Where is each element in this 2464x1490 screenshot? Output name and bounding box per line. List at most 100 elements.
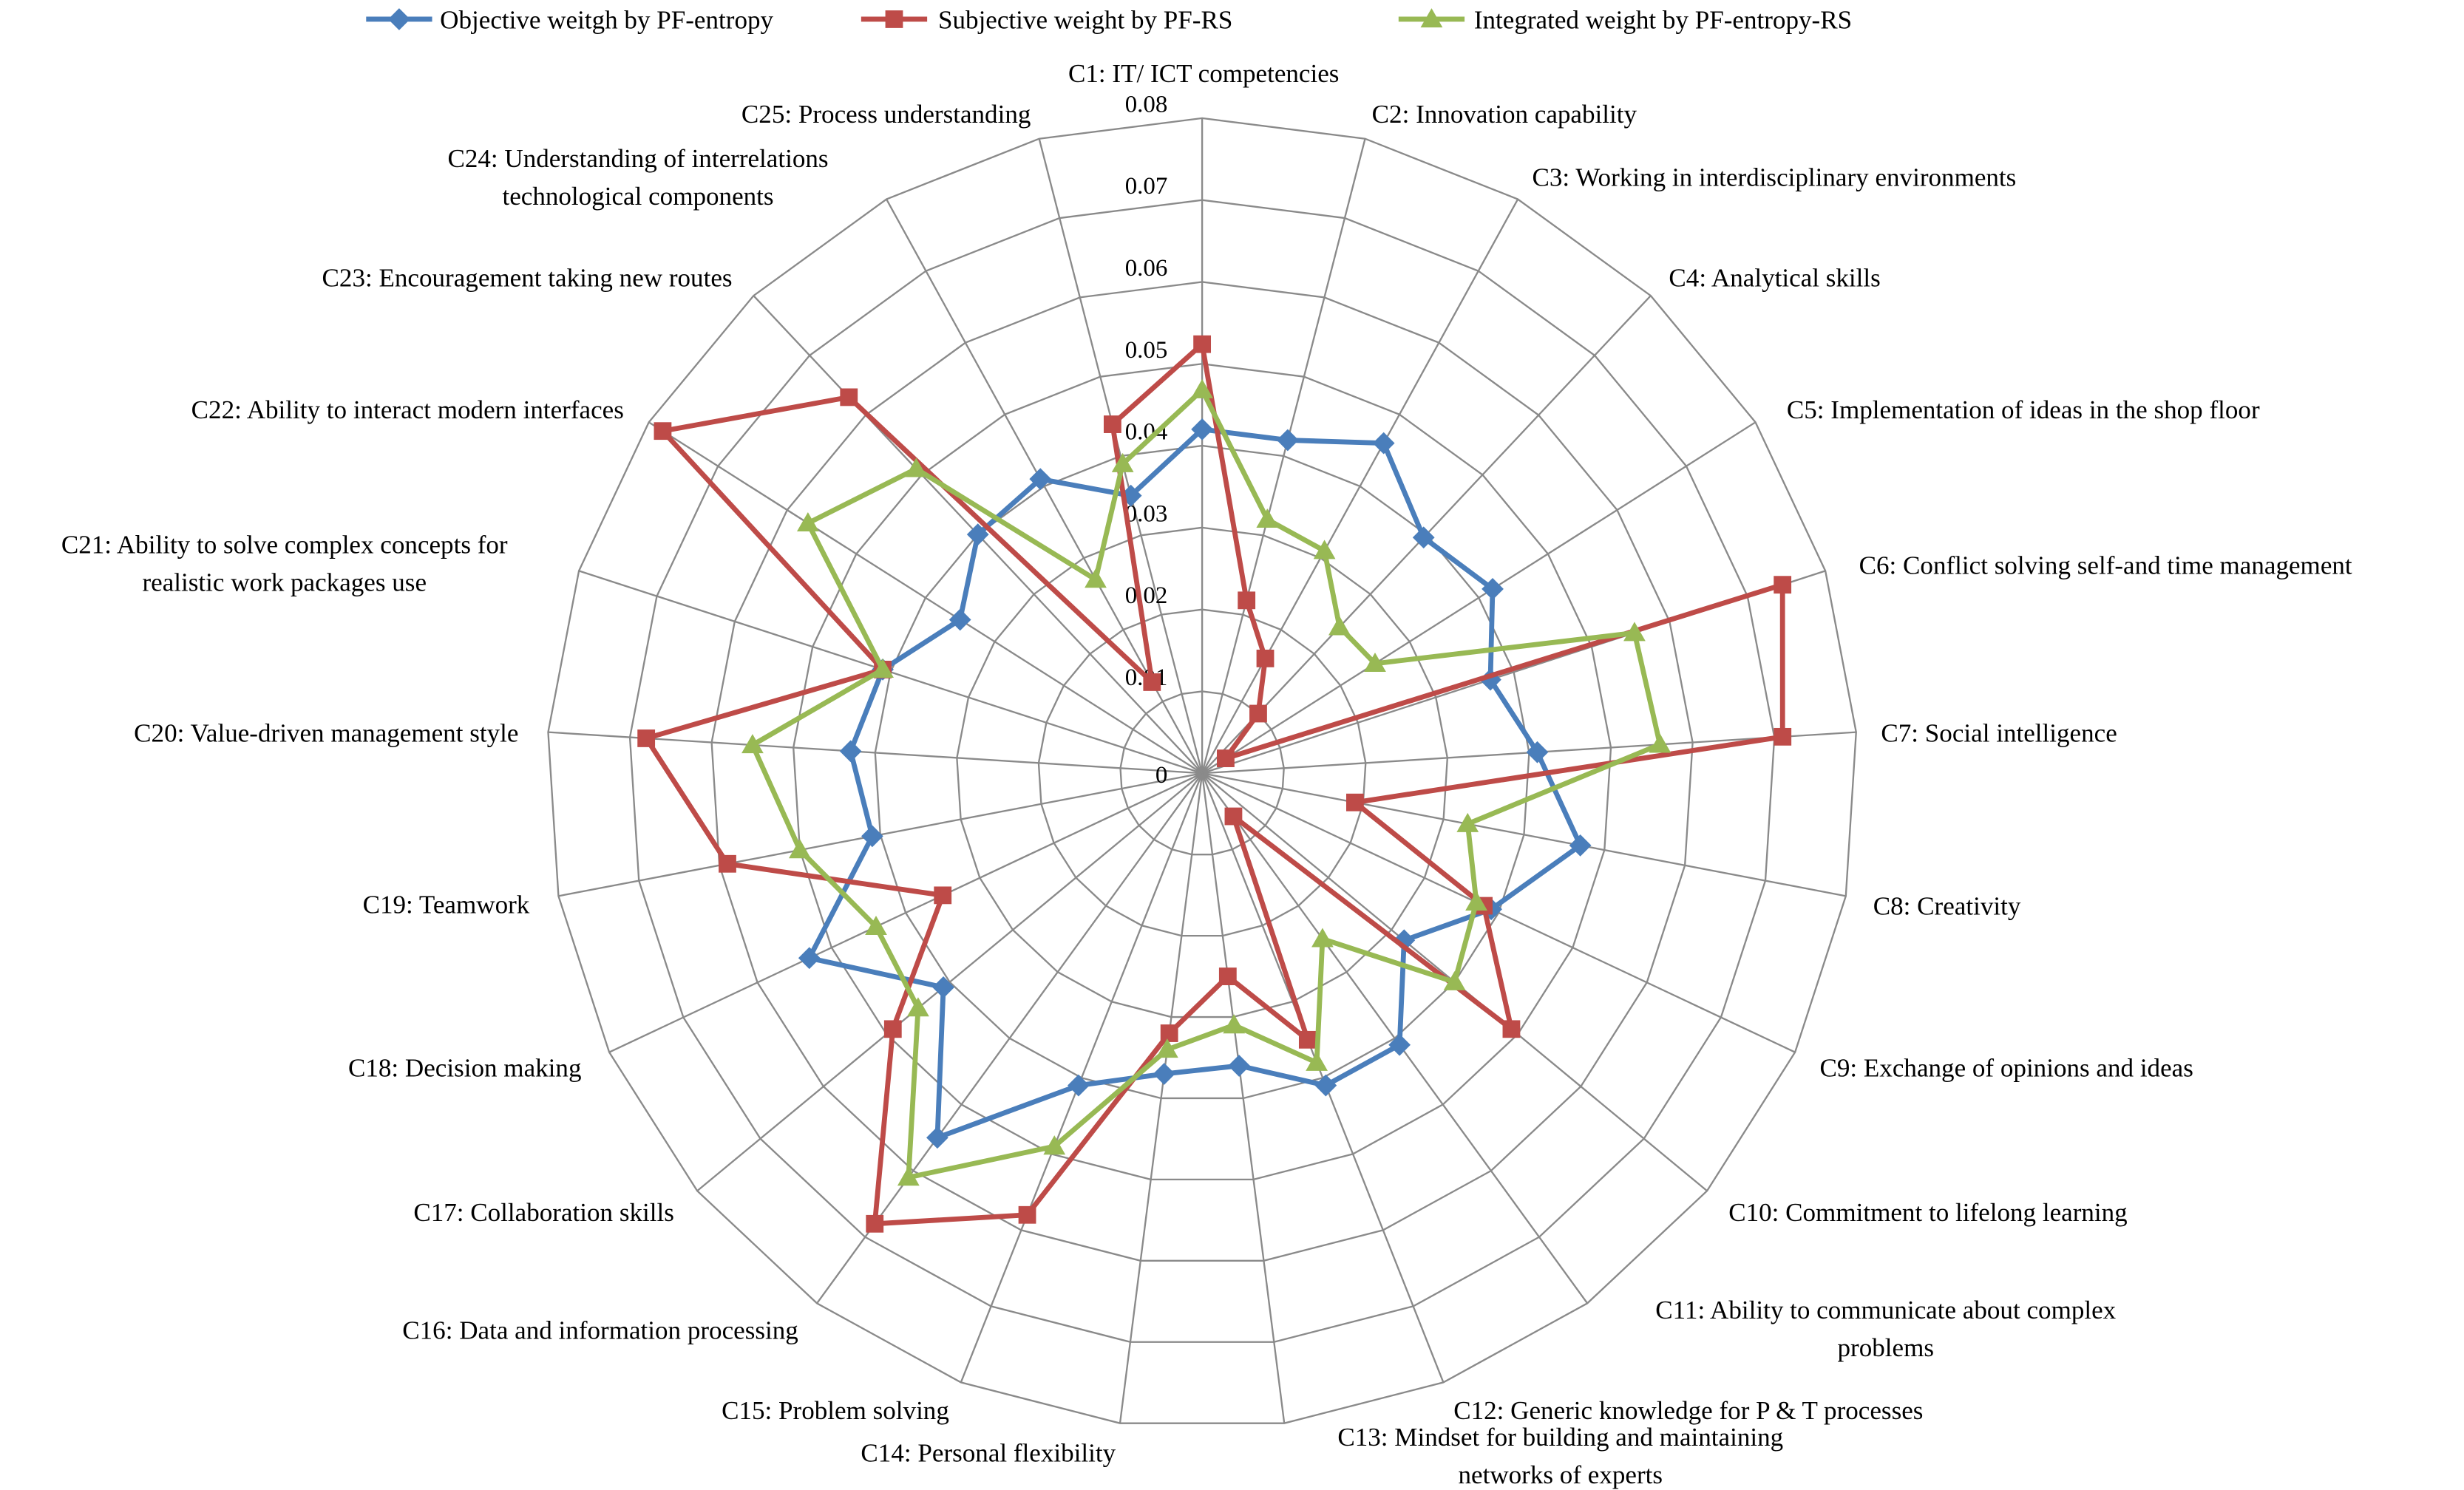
- grid-spoke: [816, 772, 1204, 1304]
- category-label: C7: Social intelligence: [1881, 719, 2117, 748]
- data-point-triangle: [1456, 812, 1479, 832]
- category-label: realistic work packages use: [142, 568, 427, 597]
- category-label: C5: Implementation of ideas in the shop …: [1787, 395, 2260, 424]
- data-point-square: [1160, 1024, 1178, 1042]
- grid-ring: [793, 363, 1612, 1181]
- category-label: C16: Data and information processing: [402, 1316, 798, 1344]
- data-point-square: [1502, 1020, 1521, 1038]
- grid-ring: [956, 526, 1449, 1018]
- category-label: C25: Process understanding: [741, 100, 1031, 129]
- data-point-triangle: [1623, 622, 1646, 642]
- data-point-triangle: [1649, 733, 1671, 753]
- data-point-triangle: [872, 659, 894, 678]
- grid-spoke: [1119, 773, 1204, 1423]
- category-label: C15: Problem solving: [722, 1396, 949, 1425]
- data-point-square: [866, 1214, 884, 1233]
- grid-spoke: [1201, 198, 1519, 774]
- data-point-diamond: [1276, 429, 1299, 452]
- grid-ring: [710, 281, 1694, 1262]
- data-point-square: [840, 388, 858, 406]
- legend-label: Integrated weight by PF-entropy-RS: [1474, 6, 1852, 35]
- category-labels: C1: IT/ ICT competencies C2: Innovation c…: [61, 59, 2352, 1489]
- data-point-diamond: [1314, 1074, 1337, 1097]
- tick-label: 0.02: [1125, 582, 1168, 609]
- data-point-square: [1238, 591, 1256, 610]
- data-point-triangle: [1256, 508, 1279, 528]
- data-point-square: [1774, 727, 1792, 746]
- data-point-square: [883, 1020, 902, 1038]
- data-point-square: [1249, 704, 1267, 723]
- data-point-triangle: [1043, 1135, 1066, 1155]
- grid-spoke: [648, 421, 1203, 775]
- data-point-diamond: [1388, 1033, 1411, 1056]
- category-label: C21: Ability to solve complex concepts f…: [61, 531, 508, 559]
- grid-spoke: [1201, 138, 1366, 774]
- category-label: C13: Mindset for building and maintainin…: [1337, 1423, 1783, 1452]
- grid-spoke: [1201, 773, 1286, 1423]
- data-point-square: [1217, 749, 1235, 767]
- data-point-diamond: [926, 1126, 948, 1149]
- category-label: C23: Encouragement taking new routes: [322, 263, 733, 292]
- data-point-diamond: [1569, 834, 1592, 857]
- data-point-square: [1193, 335, 1212, 353]
- data-point-square: [719, 854, 736, 873]
- grid-ring: [1119, 690, 1285, 856]
- series-layer: [637, 335, 1792, 1233]
- data-point-diamond: [839, 740, 862, 763]
- data-point-triangle: [1443, 970, 1466, 990]
- series-line: [750, 387, 1663, 1180]
- grid-ring: [628, 199, 1776, 1343]
- series-line: [643, 341, 1785, 1227]
- data-point-square: [1103, 415, 1121, 433]
- data-point-triangle: [789, 839, 811, 859]
- data-point-triangle: [1191, 378, 1213, 398]
- data-point-triangle: [1311, 928, 1334, 948]
- data-point-square: [654, 422, 672, 440]
- category-label: C18: Decision making: [348, 1054, 582, 1083]
- data-point-diamond: [1372, 432, 1395, 455]
- category-label: technological components: [502, 182, 773, 211]
- data-point-triangle: [1328, 616, 1351, 636]
- legend-item: Subjective weight by PF-RS: [861, 6, 1232, 35]
- grid-spoke: [696, 772, 1203, 1192]
- grid-ring: [547, 117, 1857, 1424]
- category-label: C6: Conflict solving self-and time manag…: [1859, 551, 2352, 579]
- tick-label: 0.05: [1125, 337, 1168, 364]
- series-triangle: [741, 378, 1671, 1186]
- data-point-triangle: [1111, 452, 1134, 472]
- data-point-diamond: [1482, 578, 1504, 600]
- category-label: C9: Exchange of opinions and ideas: [1819, 1054, 2193, 1083]
- radar-grid: [547, 117, 1857, 1424]
- data-point-triangle: [741, 734, 764, 754]
- data-point-square: [1774, 576, 1792, 594]
- tick-label: 0.08: [1125, 91, 1168, 118]
- category-label: C8: Creativity: [1873, 892, 2021, 921]
- data-point-diamond: [1153, 1063, 1175, 1085]
- data-point-triangle: [907, 997, 929, 1017]
- data-point-triangle: [1223, 1014, 1246, 1034]
- grid-ring: [874, 444, 1530, 1100]
- category-label: problems: [1838, 1333, 1935, 1362]
- category-label: C22: Ability to interact modern interfac…: [191, 395, 624, 424]
- category-label: C24: Understanding of interrelations: [447, 144, 828, 173]
- data-point-diamond: [798, 947, 821, 970]
- radial-tick-labels: 00.010.020.030.040.050.060.070.08: [1125, 91, 1168, 789]
- legend-item: Integrated weight by PF-entropy-RS: [1398, 6, 1852, 35]
- data-point-diamond: [388, 8, 410, 30]
- data-point-triangle: [1085, 568, 1107, 588]
- data-point-triangle: [1465, 891, 1487, 911]
- category-label: C10: Commitment to lifelong learning: [1728, 1198, 2128, 1227]
- data-point-square: [1143, 673, 1161, 691]
- data-point-triangle: [1306, 1051, 1328, 1071]
- grid-spoke: [548, 731, 1203, 775]
- category-label: C3: Working in interdisciplinary environ…: [1532, 163, 2016, 191]
- category-label: C19: Teamwork: [363, 890, 530, 919]
- data-point-square: [1218, 967, 1237, 985]
- data-point-square: [1345, 793, 1364, 812]
- tick-label: 0.06: [1125, 255, 1168, 282]
- data-point-square: [934, 886, 952, 905]
- category-label: C4: Analytical skills: [1669, 263, 1880, 292]
- grid-spoke: [608, 772, 1203, 1053]
- legend-label: Objective weitgh by PF-entropy: [440, 6, 773, 35]
